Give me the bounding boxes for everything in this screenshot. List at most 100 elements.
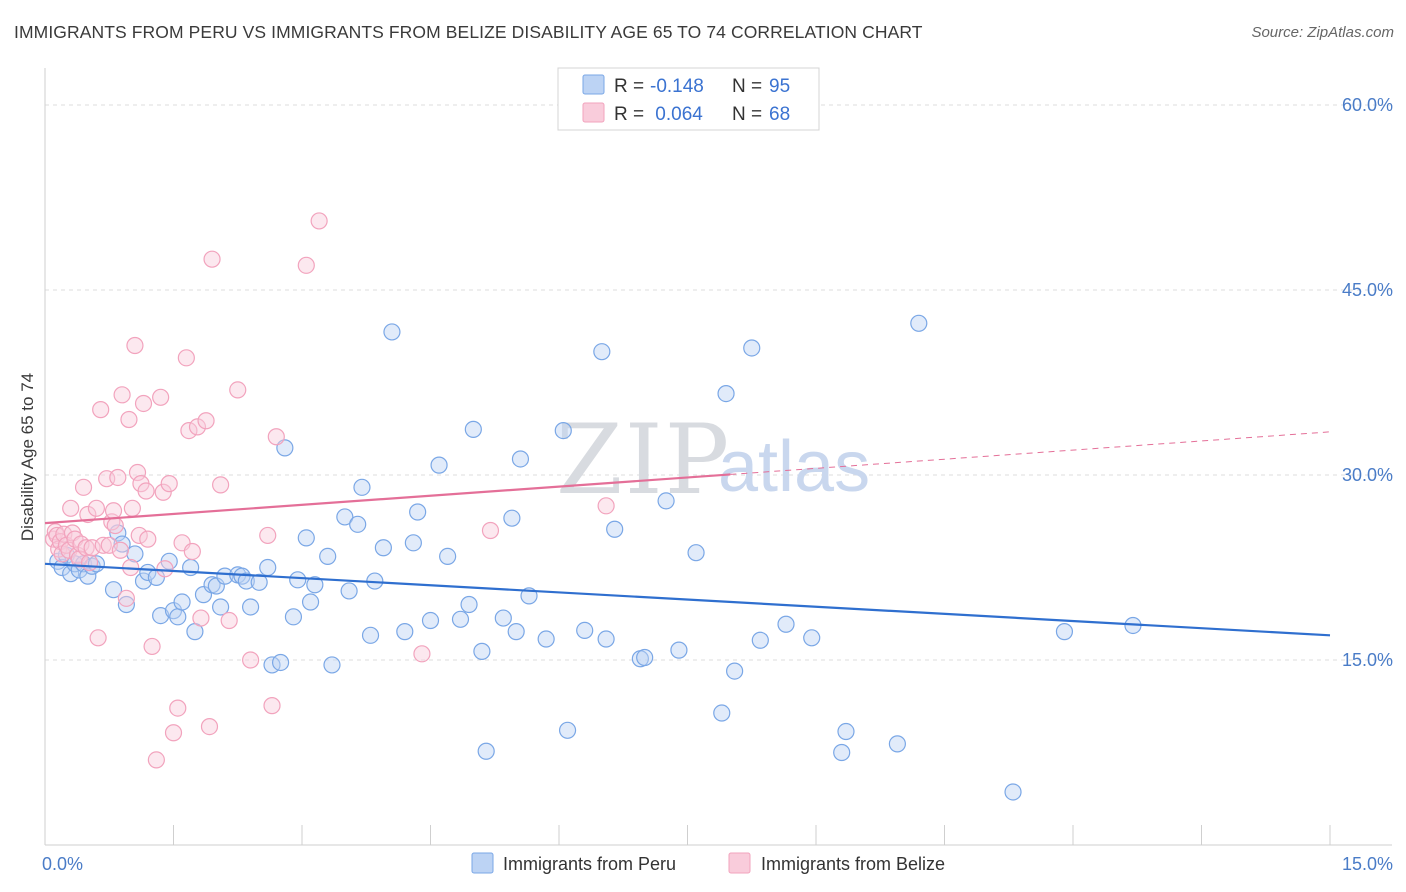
watermark-zip: ZIP xyxy=(556,404,731,516)
peru-point xyxy=(409,503,427,521)
belize-point xyxy=(164,724,183,742)
trend-line-belize xyxy=(44,473,731,525)
peru-point xyxy=(104,581,123,599)
trend-lines xyxy=(44,431,1331,637)
trend-line-peru xyxy=(44,562,1331,637)
peru-point xyxy=(421,611,440,630)
peru-point xyxy=(713,704,731,722)
peru-point xyxy=(349,515,367,533)
belize-point xyxy=(94,536,112,554)
peru-point xyxy=(554,422,572,440)
peru-point xyxy=(494,609,512,627)
belize-point xyxy=(100,536,118,554)
belize-point xyxy=(481,521,500,540)
peru-point xyxy=(323,656,341,674)
belize-point xyxy=(89,629,107,647)
peru-point xyxy=(79,567,97,585)
belize-point xyxy=(143,637,161,656)
belize-point xyxy=(74,478,93,496)
belize-point xyxy=(134,394,153,413)
peru-point xyxy=(751,631,769,649)
peru-point xyxy=(396,623,414,641)
legend-peru-swatch xyxy=(582,74,605,95)
peru-point xyxy=(404,534,422,552)
peru-point xyxy=(888,735,906,753)
belize-point xyxy=(79,505,97,524)
peru-point xyxy=(726,662,744,680)
peru-point xyxy=(250,573,268,591)
peru-point xyxy=(837,722,855,741)
series-peru-points xyxy=(49,314,1142,801)
peru-point xyxy=(430,456,448,474)
peru-point xyxy=(1004,783,1022,801)
belize-point xyxy=(180,422,198,440)
peru-point xyxy=(636,648,654,667)
y-tick-label: 30.0% xyxy=(1342,465,1393,485)
legend-peru-r-label: R = xyxy=(614,76,644,97)
peru-point xyxy=(117,595,135,614)
belize-point xyxy=(212,476,230,494)
belize-point xyxy=(413,645,431,663)
peru-point xyxy=(803,629,821,647)
peru-point xyxy=(597,630,615,648)
peru-point xyxy=(477,742,495,760)
peru-point xyxy=(777,615,795,633)
y-tick-label: 45.0% xyxy=(1342,280,1393,300)
peru-point xyxy=(336,508,354,526)
peru-point xyxy=(289,571,307,589)
legend-belize-n-value: 68 xyxy=(769,104,790,125)
peru-point xyxy=(670,641,688,659)
peru-point xyxy=(134,572,153,590)
belize-point xyxy=(130,526,148,545)
belize-point xyxy=(104,502,123,520)
belize-point xyxy=(62,499,80,517)
legend-peru-n-label: N = xyxy=(732,76,762,97)
peru-point xyxy=(473,642,491,660)
legend-belize-r-label: R = xyxy=(614,104,644,125)
belize-point xyxy=(259,526,277,545)
chart-title: IMMIGRANTS FROM PERU VS IMMIGRANTS FROM … xyxy=(14,22,923,42)
bottom-legend: Immigrants from Peru Immigrants from Bel… xyxy=(471,852,945,874)
peru-point xyxy=(319,547,337,566)
belize-point xyxy=(192,609,210,627)
peru-point xyxy=(242,598,260,616)
watermark-atlas: atlas xyxy=(718,427,870,507)
peru-point xyxy=(173,593,191,611)
watermark: ZIP atlas xyxy=(556,404,870,516)
peru-point xyxy=(113,535,131,553)
belize-point xyxy=(310,212,328,230)
belize-point xyxy=(120,410,138,429)
belize-point xyxy=(267,428,285,446)
peru-point xyxy=(439,547,457,566)
peru-point xyxy=(297,529,315,547)
peru-point xyxy=(271,653,290,672)
belize-point xyxy=(117,589,135,607)
legend-belize-n-label: N = xyxy=(732,104,762,125)
peru-point xyxy=(910,314,928,332)
belize-point xyxy=(200,717,219,736)
belize-point xyxy=(92,401,110,419)
axes xyxy=(44,68,1392,846)
peru-point xyxy=(212,598,230,616)
y-tick-label: 15.0% xyxy=(1342,650,1393,670)
legend-belize-swatch xyxy=(582,102,605,123)
belize-point xyxy=(123,499,141,517)
belize-point xyxy=(111,541,129,559)
grid-lines xyxy=(45,104,1392,661)
peru-point xyxy=(451,610,470,628)
bottom-legend-peru-swatch xyxy=(471,852,494,874)
peru-point xyxy=(657,492,675,510)
belize-point xyxy=(156,560,174,578)
belize-point xyxy=(55,525,73,543)
peru-point xyxy=(593,343,611,361)
peru-point xyxy=(216,567,234,585)
peru-point xyxy=(743,339,761,357)
peru-point xyxy=(717,385,735,403)
peru-point xyxy=(511,450,530,468)
legend-peru-n-value: 95 xyxy=(769,76,790,97)
legend-box: R = -0.148 N = 95 R = 0.064 N = 68 xyxy=(557,67,820,131)
belize-point xyxy=(87,499,106,517)
peru-point xyxy=(284,608,303,626)
belize-point xyxy=(203,250,221,268)
peru-point xyxy=(606,520,624,538)
